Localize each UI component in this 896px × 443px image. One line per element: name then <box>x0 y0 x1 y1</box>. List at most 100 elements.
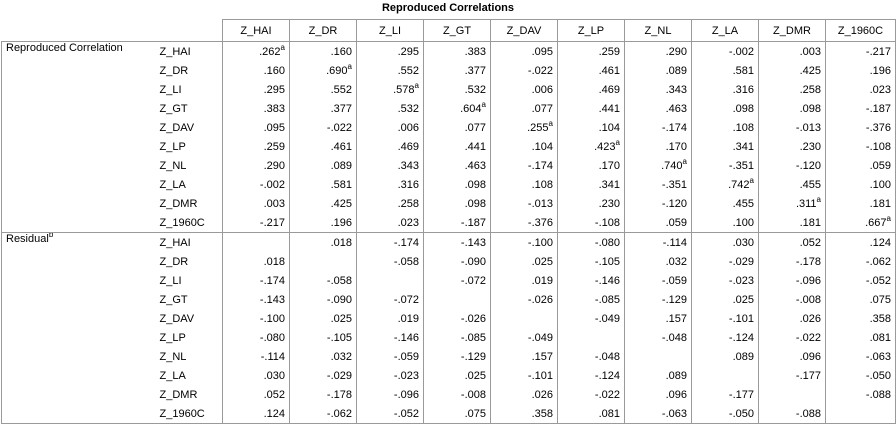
table-cell: .383 <box>222 99 290 118</box>
group-label <box>1 118 154 137</box>
table-row: Z_1960C .124 -.062 -.052.075.358.081 -.063 -.… <box>1 404 896 424</box>
table-cell: -.174 <box>490 156 558 175</box>
table-cell: -.008 <box>423 385 491 404</box>
table-cell: .081 <box>557 404 625 424</box>
table-cell: -.050 <box>691 404 759 424</box>
row-label: Z_DAV <box>159 121 195 134</box>
table-row: Z_NL .290.089.343.463 -.174.170.740a -.351-… <box>1 156 896 175</box>
row-label: Z_NL <box>159 350 187 363</box>
table-row: Z_LA .030 -.029 -.023.025 -.101 -.124.089 -.17… <box>1 366 896 385</box>
table-cell: .258 <box>758 80 826 99</box>
group-label <box>1 328 154 347</box>
table-cell: .003 <box>758 41 826 61</box>
footnote-marker: a <box>682 156 687 166</box>
row-label: Z_LP <box>159 331 186 344</box>
table-cell: .196 <box>825 61 896 80</box>
table-row: Z_1960C -.217.196.023 -.187 -.376 -.108.059.… <box>1 213 896 233</box>
column-header: Z_GT <box>423 19 491 42</box>
table-cell: -.022 <box>557 385 625 404</box>
table-cell: .740a <box>624 156 692 175</box>
table-cell: -.088 <box>825 385 896 404</box>
table-cell: .469 <box>557 80 625 99</box>
table-row: Z_DMR .052 -.178 -.096 -.008.026 -.022.096 -.1… <box>1 385 896 404</box>
table-cell: .104 <box>490 137 558 156</box>
table-cell <box>423 290 491 309</box>
table-cell <box>289 252 357 271</box>
row-label: Z_DR <box>159 255 189 268</box>
table-cell <box>557 328 625 347</box>
table-cell: -.177 <box>691 385 759 404</box>
table-cell: .343 <box>356 156 424 175</box>
table-cell: -.108 <box>825 137 896 156</box>
table-cell: .455 <box>758 175 826 194</box>
table-cell: .463 <box>423 156 491 175</box>
group-label <box>1 271 154 290</box>
table-cell: .089 <box>691 347 759 366</box>
table-cell: -.187 <box>423 213 491 233</box>
table-cell: .025 <box>490 252 558 271</box>
footnote-marker: a <box>414 80 419 90</box>
table-cell: .081 <box>825 328 896 347</box>
row-label: Z_GT <box>159 293 188 306</box>
corner-cell <box>1 19 223 42</box>
table-cell <box>758 385 826 404</box>
table-cell: .667a <box>825 213 896 233</box>
table-cell: -.026 <box>423 309 491 328</box>
footnote-marker: a <box>615 137 620 147</box>
table-cell: .089 <box>624 61 692 80</box>
table-cell: .025 <box>423 366 491 385</box>
table-cell: .742a <box>691 175 759 194</box>
table-cell: -.063 <box>825 347 896 366</box>
table-cell: .100 <box>825 175 896 194</box>
table-cell: -.063 <box>624 404 692 424</box>
table-cell: .098 <box>758 99 826 118</box>
table-cell: -.101 <box>490 366 558 385</box>
table-cell: .104 <box>557 118 625 137</box>
table-cell: .578a <box>356 80 424 99</box>
table-cell: .604a <box>423 99 491 118</box>
table-cell: -.096 <box>758 271 826 290</box>
table-row: Z_DMR .003.425.258.098 -.013.230 -.120.455.… <box>1 194 896 213</box>
footnote-marker: a <box>886 213 891 223</box>
table-cell: -.072 <box>356 290 424 309</box>
table-cell: .343 <box>624 80 692 99</box>
table-cell <box>624 347 692 366</box>
table-cell: -.058 <box>289 271 357 290</box>
table-cell: -.022 <box>490 61 558 80</box>
table-cell: .160 <box>222 61 290 80</box>
table-row: Z_LA -.002.581.316.098.108.341 -.351.742a.… <box>1 175 896 194</box>
table-row: Z_DAV -.100.025.019 -.026 -.049.157 -.101.02… <box>1 309 896 328</box>
column-header: Z_1960C <box>825 19 896 42</box>
table-cell: -.090 <box>289 290 357 309</box>
table-row: Residualb Z_HAI .018 -.174 -.143 -.100 -.080 -.… <box>1 232 896 252</box>
table-cell: -.058 <box>356 252 424 271</box>
table-cell <box>222 232 290 252</box>
table-cell: .358 <box>490 404 558 424</box>
table-cell: -.002 <box>691 41 759 61</box>
table-cell: -.146 <box>356 328 424 347</box>
group-label <box>1 80 154 99</box>
table-cell: -.187 <box>825 99 896 118</box>
table-cell: .160 <box>289 41 357 61</box>
table-row: Z_LP .259.461.469.441.104.423a .170.341.23… <box>1 137 896 156</box>
table-cell: -.105 <box>289 328 357 347</box>
table-cell: .259 <box>557 41 625 61</box>
table-row: Z_DR .160.690a .552.377 -.022.461.089.581.4… <box>1 61 896 80</box>
group-label <box>1 366 154 385</box>
table-cell: .032 <box>289 347 357 366</box>
table-cell: .552 <box>356 61 424 80</box>
table-cell: .469 <box>356 137 424 156</box>
table-cell: -.174 <box>222 271 290 290</box>
table-cell: -.174 <box>356 232 424 252</box>
table-cell: .532 <box>356 99 424 118</box>
table-cell: -.049 <box>490 328 558 347</box>
table-cell: -.062 <box>825 252 896 271</box>
table-cell: .170 <box>624 137 692 156</box>
table-cell: -.013 <box>758 118 826 137</box>
table-cell: .316 <box>356 175 424 194</box>
table-cell: -.062 <box>289 404 357 424</box>
table-cell: .108 <box>490 175 558 194</box>
table-cell: -.085 <box>423 328 491 347</box>
table-cell: .377 <box>423 61 491 80</box>
table-cell: .089 <box>624 366 692 385</box>
